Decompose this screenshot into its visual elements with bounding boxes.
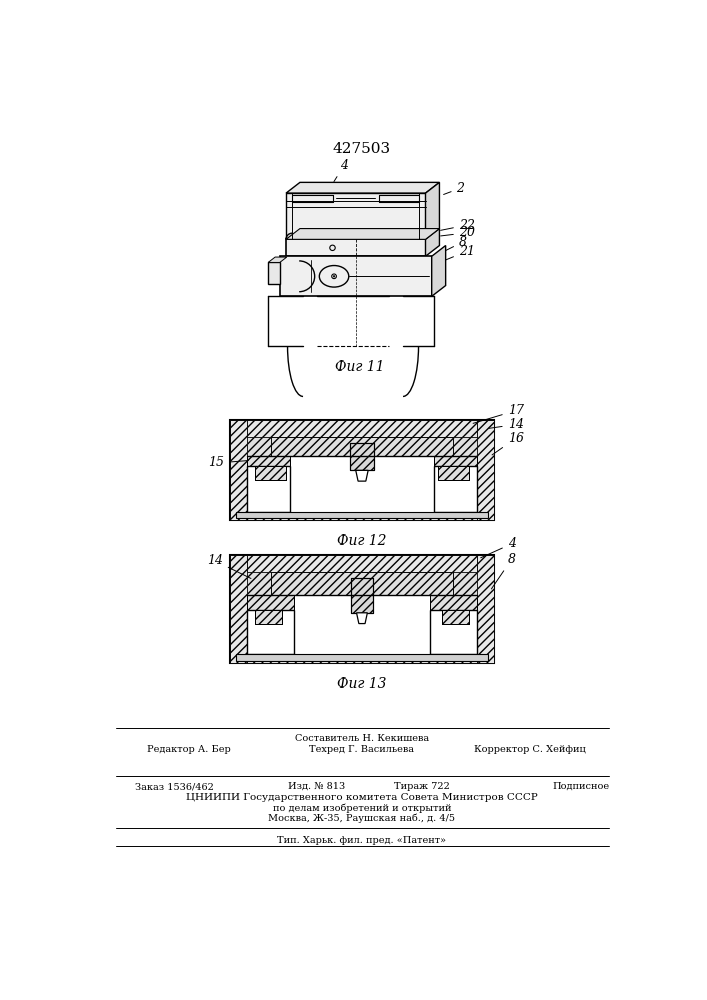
Bar <box>434 456 477 466</box>
Bar <box>477 420 493 520</box>
Bar <box>477 555 493 663</box>
Polygon shape <box>247 572 271 595</box>
Text: Тираж 722: Тираж 722 <box>394 782 450 791</box>
Polygon shape <box>268 262 280 284</box>
Text: Подписное: Подписное <box>552 782 609 791</box>
Text: 15: 15 <box>209 456 248 470</box>
Bar <box>230 555 247 663</box>
Text: 20: 20 <box>440 226 475 239</box>
Text: Фиг 11: Фиг 11 <box>335 360 385 374</box>
Bar <box>230 512 493 520</box>
Bar <box>434 466 477 512</box>
Bar <box>351 443 373 470</box>
Bar <box>247 595 293 610</box>
Bar <box>430 595 477 610</box>
Bar <box>255 466 286 480</box>
Text: 8: 8 <box>491 553 515 589</box>
Polygon shape <box>356 613 368 624</box>
Polygon shape <box>268 257 287 262</box>
Text: 16: 16 <box>492 432 524 455</box>
Text: Фиг 13: Фиг 13 <box>337 677 387 691</box>
Text: Редактор А. Бер: Редактор А. Бер <box>147 745 231 754</box>
Polygon shape <box>280 256 432 296</box>
Bar <box>271 572 453 595</box>
Circle shape <box>332 274 337 279</box>
Bar <box>230 420 247 520</box>
Bar <box>271 437 453 456</box>
Polygon shape <box>286 239 426 256</box>
Bar <box>230 555 247 663</box>
Bar <box>477 420 493 520</box>
Text: 21: 21 <box>446 245 475 260</box>
Text: Тип. Харьк. фил. пред. «Патент»: Тип. Харьк. фил. пред. «Патент» <box>277 836 446 845</box>
Bar <box>442 610 469 624</box>
Text: Составитель Н. Кекишева: Составитель Н. Кекишева <box>295 734 429 743</box>
Text: Техред Г. Васильева: Техред Г. Васильева <box>310 745 414 754</box>
Polygon shape <box>432 246 445 296</box>
Text: 17: 17 <box>473 404 524 423</box>
Bar <box>247 456 290 466</box>
Polygon shape <box>356 470 368 481</box>
Bar <box>351 578 373 613</box>
Bar <box>430 595 477 610</box>
Text: 4: 4 <box>334 159 349 182</box>
Bar <box>230 654 493 663</box>
Text: Изд. № 813: Изд. № 813 <box>288 782 346 791</box>
Text: 4: 4 <box>481 537 515 558</box>
Bar <box>247 595 293 610</box>
Bar <box>230 420 493 437</box>
Bar <box>230 420 247 520</box>
Text: 22: 22 <box>440 219 475 232</box>
Text: Москва, Ж-35, Раушская наб., д. 4/5: Москва, Ж-35, Раушская наб., д. 4/5 <box>269 814 455 823</box>
Bar <box>247 610 293 654</box>
Text: 2: 2 <box>443 182 464 195</box>
Bar <box>255 610 282 624</box>
Polygon shape <box>247 437 271 456</box>
Bar <box>230 420 493 520</box>
Bar <box>434 456 477 466</box>
Bar <box>438 466 469 480</box>
Bar <box>247 466 290 512</box>
Bar <box>351 578 373 613</box>
Bar <box>438 466 469 480</box>
Text: 14: 14 <box>489 418 524 431</box>
Bar <box>230 654 493 663</box>
Bar <box>255 610 282 624</box>
Bar <box>230 555 493 663</box>
Text: Заказ 1536/462: Заказ 1536/462 <box>135 782 214 791</box>
Bar <box>271 437 453 456</box>
Polygon shape <box>286 193 426 239</box>
Polygon shape <box>286 182 440 193</box>
Polygon shape <box>426 229 440 256</box>
Bar <box>351 443 373 470</box>
Text: ЦНИИПИ Государственного комитета Совета Министров СССР: ЦНИИПИ Государственного комитета Совета … <box>186 793 538 802</box>
Bar <box>271 572 453 595</box>
Text: Корректор С. Хейфиц: Корректор С. Хейфиц <box>474 745 586 754</box>
Polygon shape <box>453 572 477 595</box>
Bar <box>255 466 286 480</box>
Text: по делам изобретений и открытий: по делам изобретений и открытий <box>273 804 451 813</box>
Bar <box>236 654 488 661</box>
Polygon shape <box>453 437 477 456</box>
Text: 427503: 427503 <box>333 142 391 156</box>
Bar <box>230 420 493 437</box>
Bar <box>430 610 477 654</box>
Polygon shape <box>286 229 440 239</box>
Circle shape <box>333 275 335 277</box>
Bar <box>230 555 493 572</box>
Bar <box>442 610 469 624</box>
Text: 14: 14 <box>207 554 251 578</box>
Bar <box>230 512 493 520</box>
Bar <box>236 512 488 518</box>
Polygon shape <box>426 182 440 239</box>
Bar <box>247 456 290 466</box>
Text: 8: 8 <box>446 236 467 250</box>
Bar <box>230 555 493 572</box>
Bar <box>477 555 493 663</box>
Text: Фиг 12: Фиг 12 <box>337 534 387 548</box>
